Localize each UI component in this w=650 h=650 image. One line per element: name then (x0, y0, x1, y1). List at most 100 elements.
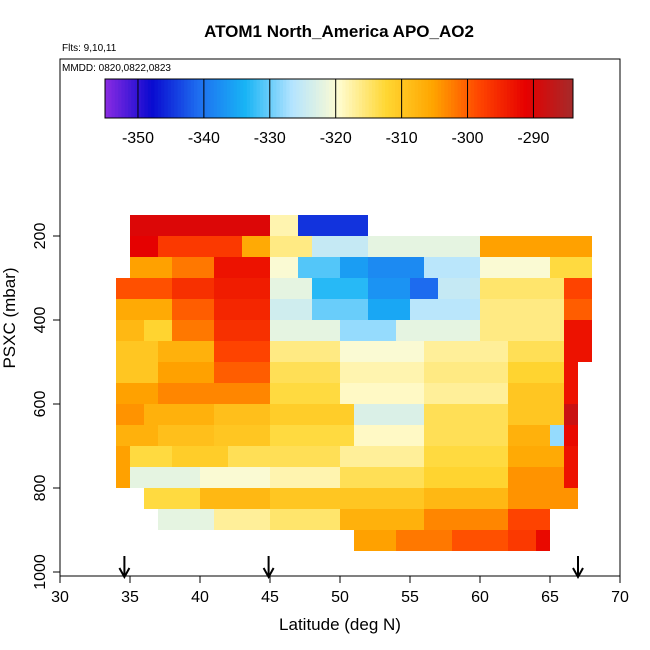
heatmap-cell (270, 320, 340, 341)
colorbar-segment (477, 79, 482, 118)
colorbar-segment (243, 79, 248, 118)
heatmap-cell (130, 215, 270, 236)
heatmap-cell (298, 257, 340, 278)
colorbar-segment (510, 79, 515, 118)
heatmap-cell (270, 278, 312, 299)
colorbar-segment (197, 79, 202, 118)
colorbar-tick-label: -300 (452, 130, 484, 147)
heatmap-cell (354, 425, 424, 446)
colorbar-segment (236, 79, 241, 118)
heatmap-cell (424, 341, 508, 362)
heatmap-cell (116, 404, 144, 425)
flights-label: Flts: 9,10,11 (62, 43, 117, 54)
colorbar-segment (108, 79, 113, 118)
heatmap-cell (144, 488, 200, 509)
colorbar (104, 78, 574, 119)
colorbar-segment (226, 79, 231, 118)
heatmap-cell (228, 446, 340, 467)
heatmap-cell (200, 488, 270, 509)
colorbar-segment (200, 79, 205, 118)
colorbar-segment (414, 79, 419, 118)
colorbar-segment (339, 79, 343, 118)
heatmap-cell (270, 236, 312, 257)
colorbar-segment (457, 79, 462, 118)
colorbar-segment (378, 79, 383, 118)
colorbar-segment (312, 79, 317, 118)
heatmap-cell (564, 278, 592, 299)
heatmap-cell (214, 425, 270, 446)
colorbar-segment (523, 79, 528, 118)
colorbar-segment (121, 79, 126, 118)
colorbar-segment (371, 79, 376, 118)
heatmap-cell (116, 362, 158, 383)
colorbar-segment (329, 79, 333, 118)
heatmap-cell (508, 341, 564, 362)
colorbar-segment (177, 79, 182, 118)
colorbar-segment (325, 79, 330, 118)
colorbar-segment (266, 79, 271, 118)
colorbar-segment (381, 79, 386, 118)
heatmap-cell (214, 404, 270, 425)
heatmap-cells (116, 215, 592, 551)
x-tick-label: 45 (261, 589, 279, 606)
x-tick-label: 70 (611, 589, 629, 606)
colorbar-tick-label: -330 (254, 130, 286, 147)
colorbar-segment (404, 79, 409, 118)
colorbar-segment (533, 79, 538, 118)
colorbar-segment (520, 79, 525, 118)
colorbar-segment (516, 79, 521, 118)
colorbar-segment (253, 79, 258, 118)
colorbar-segment (470, 79, 475, 118)
heatmap-cell (158, 236, 242, 257)
colorbar-segment (289, 79, 294, 118)
heatmap-cell (270, 404, 354, 425)
colorbar-segment (559, 79, 564, 118)
colorbar-segment (365, 79, 370, 118)
colorbar-segment (500, 79, 505, 118)
colorbar-segment (217, 79, 221, 118)
heatmap-cell (508, 488, 578, 509)
colorbar-segment (543, 79, 548, 118)
colorbar-segment (546, 79, 551, 118)
heatmap-cell (480, 257, 550, 278)
heatmap-cell (270, 299, 312, 320)
heatmap-cell (508, 362, 564, 383)
heatmap-cell (130, 446, 172, 467)
heatmap-cell (270, 509, 340, 530)
heatmap-cell (424, 257, 480, 278)
colorbar-segment (493, 79, 498, 118)
heatmap-cell (508, 404, 564, 425)
heatmap-cell (508, 467, 564, 488)
heatmap-cell (270, 425, 354, 446)
heatmap-cell (508, 509, 550, 530)
colorbar-segment (207, 79, 211, 118)
heatmap-cell (564, 299, 592, 320)
colorbar-segment (401, 79, 406, 118)
heatmap-cell (116, 467, 130, 488)
heatmap-cell (410, 299, 480, 320)
colorbar-segment (246, 79, 251, 118)
colorbar-segment (490, 79, 495, 118)
colorbar-segment (309, 79, 314, 118)
colorbar-frame (104, 78, 574, 119)
colorbar-segment (164, 79, 169, 118)
heatmap-cell (172, 320, 214, 341)
chart-title: ATOM1 North_America APO_AO2 (204, 22, 474, 41)
colorbar-segment (184, 79, 188, 118)
colorbar-segment (391, 79, 396, 118)
colorbar-segment (487, 79, 492, 118)
colorbar-segment (114, 79, 119, 118)
heatmap-cell (340, 341, 424, 362)
heatmap-cell (144, 404, 214, 425)
x-axis-label: Latitude (deg N) (279, 615, 401, 634)
heatmap-cell (340, 383, 424, 404)
heatmap-cell (340, 467, 424, 488)
colorbar-segment (556, 79, 561, 118)
heatmap-cell (116, 383, 158, 404)
colorbar-segment (503, 79, 508, 118)
colorbar-segment (259, 79, 264, 118)
colorbar-segment (279, 79, 284, 118)
heatmap-cell (340, 446, 424, 467)
heatmap-cell (564, 362, 578, 383)
y-tick-label: 400 (32, 307, 49, 334)
